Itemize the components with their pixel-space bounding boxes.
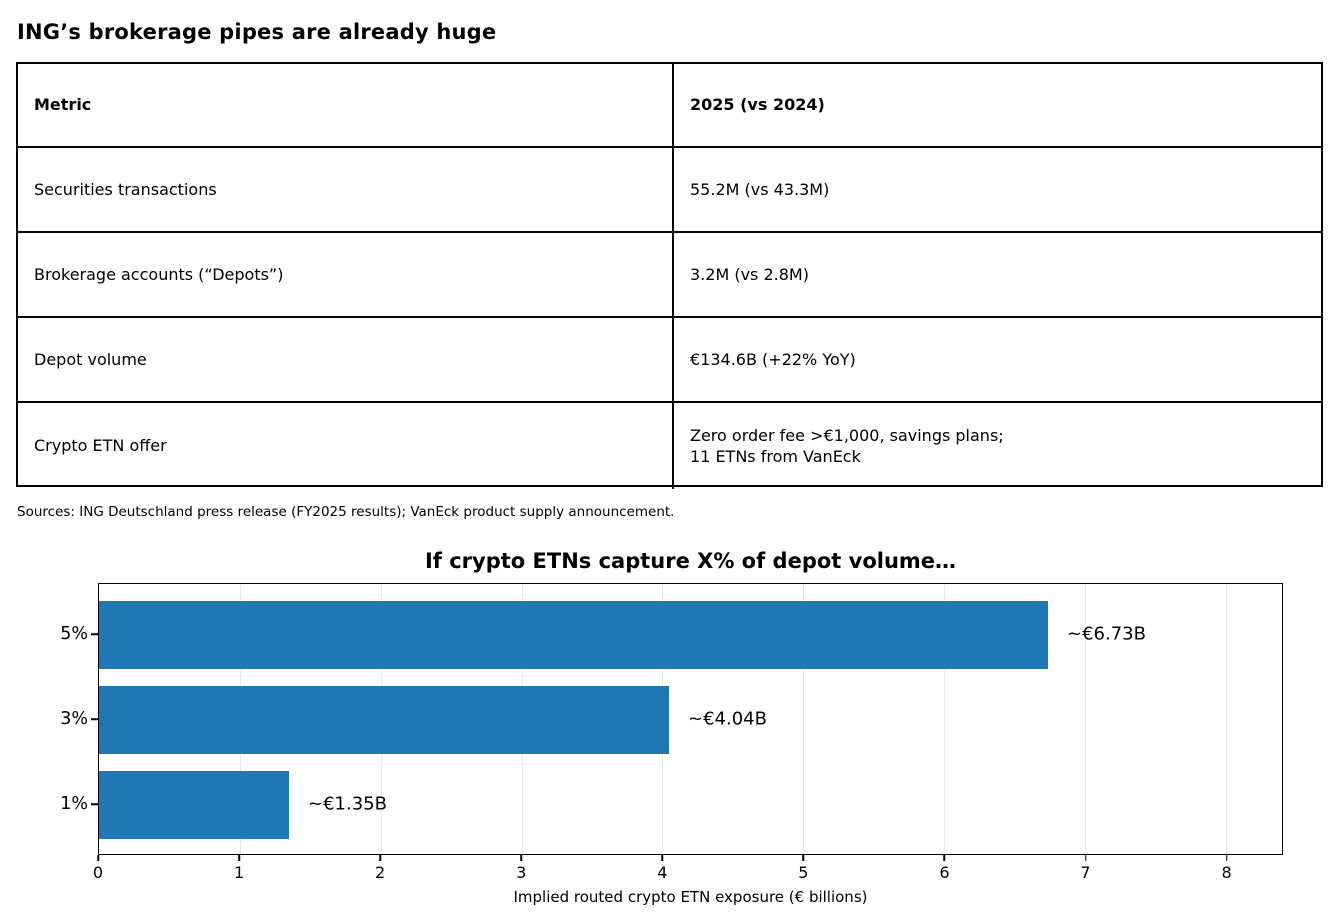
table-header-metric: Metric <box>18 64 674 148</box>
source-note: Sources: ING Deutschland press release (… <box>17 504 675 520</box>
x-tick-mark <box>943 855 946 861</box>
x-tick-label: 0 <box>92 863 104 882</box>
bar-5% <box>99 601 1048 669</box>
x-tick-label: 3 <box>516 863 527 882</box>
table-row-value: Zero order fee >€1,000, savings plans; 1… <box>690 425 1004 466</box>
x-tick-mark <box>379 855 381 861</box>
x-tick-mark <box>661 855 664 861</box>
x-tick-mark <box>1084 855 1087 861</box>
y-tick-label: 1% <box>60 794 88 814</box>
y-tick-mark <box>91 633 98 635</box>
x-axis-label: Implied routed crypto ETN exposure (€ bi… <box>513 888 868 906</box>
x-tick-label: 8 <box>1221 863 1232 882</box>
table-header-2025: 2025 (vs 2024) <box>674 64 1321 148</box>
table-row-metric: Depot volume <box>18 318 674 403</box>
bar-1% <box>99 771 289 839</box>
x-tick-mark <box>238 855 240 861</box>
x-tick-label: 4 <box>657 863 668 882</box>
bar-value-label: ~€4.04B <box>688 708 767 730</box>
bar-value-label: ~€6.73B <box>1067 623 1146 645</box>
x-tick-mark <box>1225 855 1228 861</box>
x-tick-label: 2 <box>375 863 386 882</box>
gridline <box>944 584 945 854</box>
table-row-metric: Securities transactions <box>18 148 674 233</box>
table-row-metric: Crypto ETN offer <box>18 403 674 489</box>
x-tick-label: 6 <box>939 863 950 882</box>
chart-title: If crypto ETNs capture X% of depot volum… <box>424 549 957 573</box>
x-tick-mark <box>97 855 99 861</box>
x-tick-label: 1 <box>233 863 245 882</box>
metrics-table: Metric 2025 (vs 2024) Securities transac… <box>16 62 1323 489</box>
x-tick-mark <box>520 855 522 861</box>
y-tick-mark <box>91 803 98 805</box>
y-tick-label: 5% <box>60 624 88 644</box>
y-tick-label: 3% <box>60 709 88 729</box>
x-tick-label: 7 <box>1080 863 1091 882</box>
table-row-value: €134.6B (+22% YoY) <box>674 318 1321 403</box>
gridline <box>803 584 805 854</box>
gridline <box>1084 584 1086 854</box>
x-tick-label: 5 <box>798 863 809 882</box>
gridline <box>1225 584 1227 854</box>
page-title: ING’s brokerage pipes are already huge <box>17 20 497 44</box>
x-tick-mark <box>802 855 805 861</box>
bar-chart: If crypto ETNs capture X% of depot volum… <box>0 540 1340 914</box>
table-row-value: 3.2M (vs 2.8M) <box>674 233 1321 318</box>
table-row-value: 55.2M (vs 43.3M) <box>674 148 1321 233</box>
bar-value-label: ~€1.35B <box>308 793 387 815</box>
y-tick-mark <box>91 718 98 720</box>
chart-plot-area <box>98 583 1283 855</box>
table-row-metric: Brokerage accounts (“Depots”) <box>18 233 674 318</box>
bar-3% <box>99 686 669 754</box>
